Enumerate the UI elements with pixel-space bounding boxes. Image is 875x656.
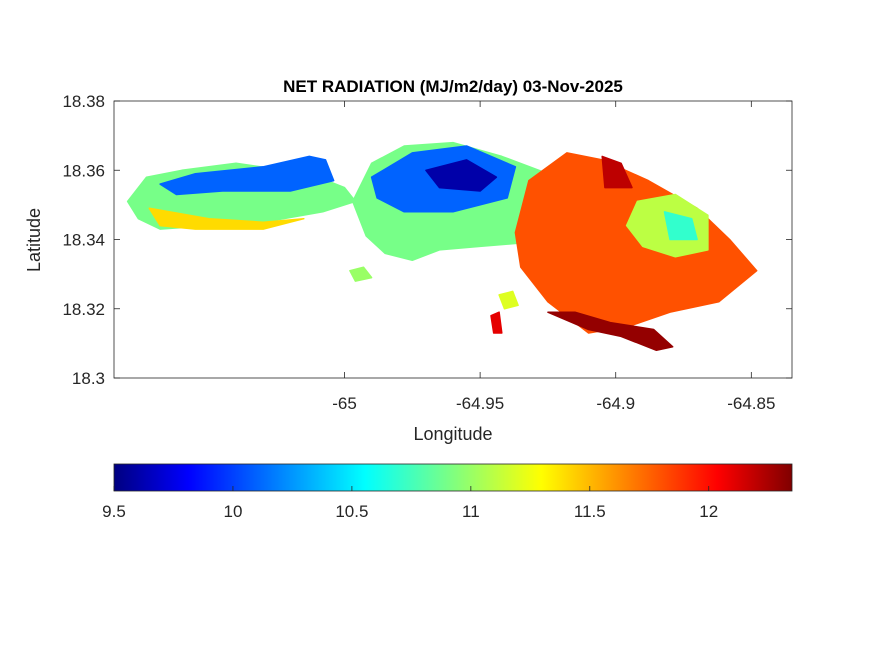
colorbar-tick-label: 12	[699, 502, 718, 521]
x-tick-label: -65	[332, 394, 357, 413]
colorbar-tick-label: 11.5	[574, 502, 606, 521]
region-east-south-coast	[547, 311, 674, 352]
colorbar-tick-label: 11	[462, 502, 480, 521]
y-tick-label: 18.38	[62, 92, 105, 111]
y-axis: 18.3 18.32 18.34 18.36 18.38	[62, 92, 792, 388]
region-west-south-edge	[148, 207, 305, 230]
y-tick-label: 18.34	[62, 231, 105, 250]
x-tick-label: -64.85	[727, 394, 775, 413]
x-axis: -65 -64.95 -64.9 -64.85	[332, 101, 775, 413]
colorbar-tick-label: 10	[223, 502, 242, 521]
colorbar-tick-label: 9.5	[102, 502, 126, 521]
region-east	[514, 152, 758, 334]
y-tick-label: 18.3	[72, 369, 105, 388]
x-axis-label: Longitude	[413, 424, 492, 444]
colorbar-tick-label: 10.5	[335, 502, 368, 521]
region-east-plateau-core	[663, 211, 698, 241]
colorbar	[113, 463, 793, 492]
region-islet-2	[498, 290, 519, 310]
map-surface	[126, 141, 758, 352]
x-tick-label: -64.9	[596, 394, 635, 413]
region-central-core	[425, 159, 498, 192]
colorbar-ticks: 9.5 10 10.5 11 11.5 12	[102, 486, 718, 521]
region-islet-1	[349, 266, 373, 282]
region-east-north-tip	[601, 155, 633, 189]
region-west-north-edge	[159, 155, 335, 196]
region-islet-3	[490, 311, 503, 334]
chart-title: NET RADIATION (MJ/m2/day) 03-Nov-2025	[283, 77, 623, 96]
y-tick-label: 18.36	[62, 161, 105, 180]
y-axis-label: Latitude	[24, 208, 44, 272]
y-tick-label: 18.32	[62, 300, 105, 319]
x-tick-label: -64.95	[456, 394, 504, 413]
